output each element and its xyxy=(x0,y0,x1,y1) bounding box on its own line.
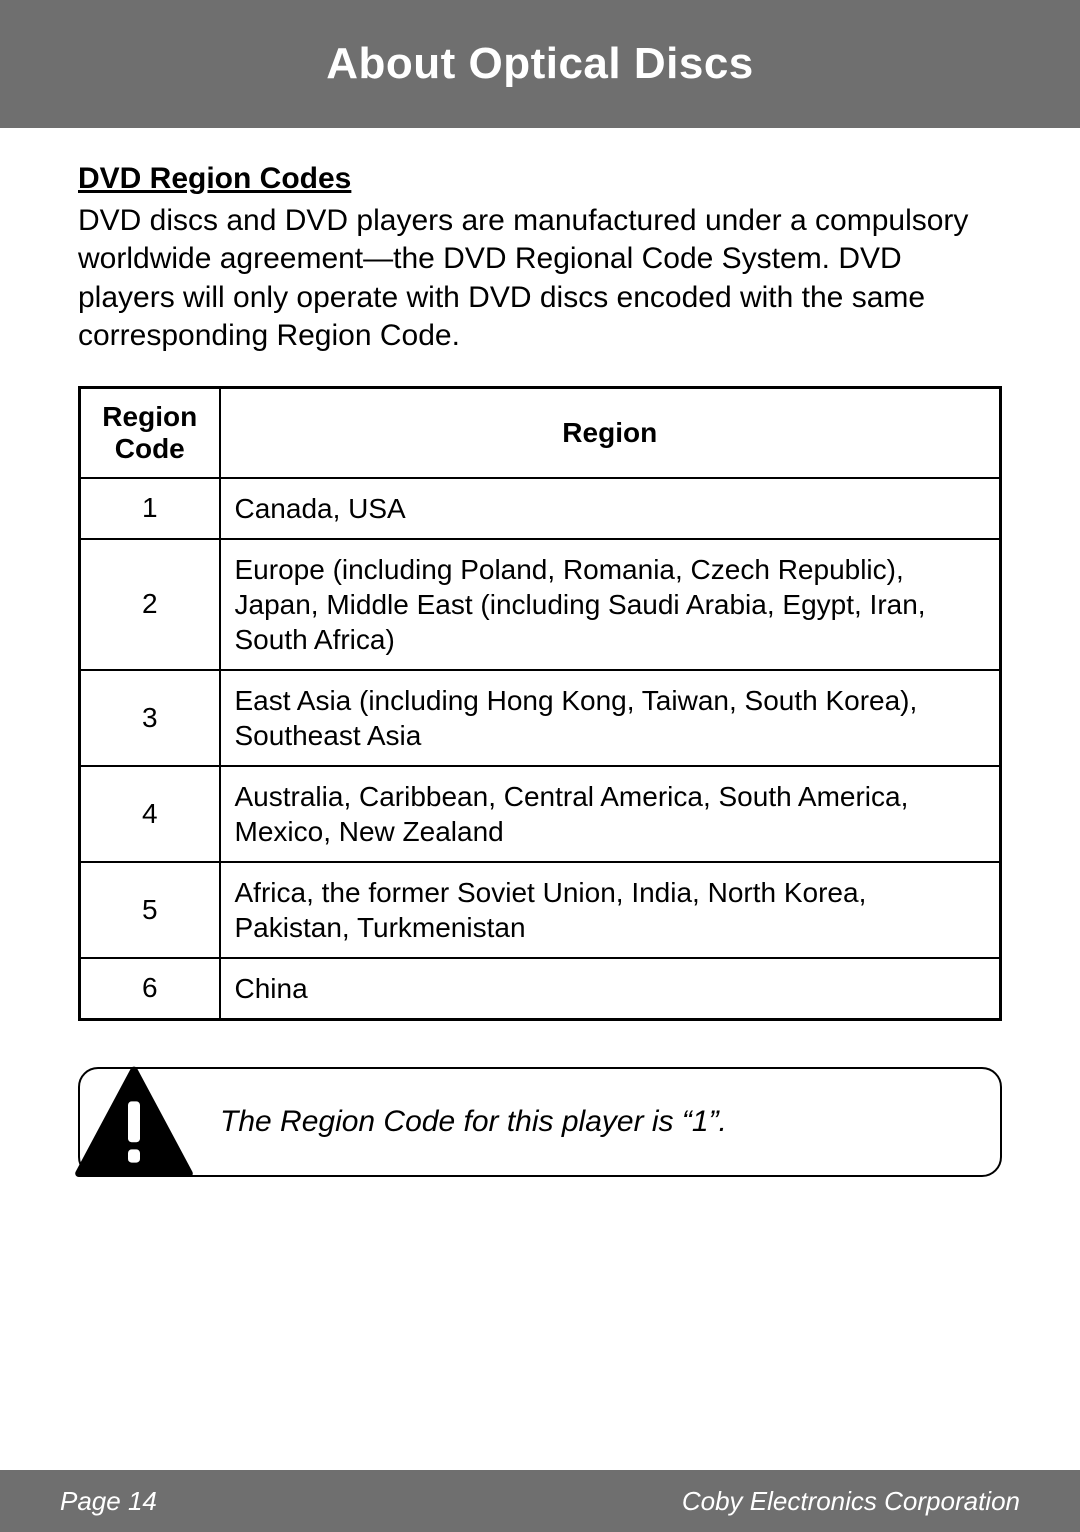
table-row: 5 Africa, the former Soviet Union, India… xyxy=(80,862,1001,958)
table-cell-code: 4 xyxy=(80,766,220,862)
header-bar: About Optical Discs xyxy=(0,0,1080,128)
region-code-table: Region Code Region 1 Canada, USA 2 Europ… xyxy=(78,386,1002,1021)
main-content: DVD Region Codes DVD discs and DVD playe… xyxy=(0,128,1080,1177)
page-title: About Optical Discs xyxy=(326,39,754,89)
table-cell-region: Canada, USA xyxy=(220,478,1001,539)
table-cell-region: Europe (including Poland, Romania, Czech… xyxy=(220,539,1001,670)
table-header-row: Region Code Region xyxy=(80,387,1001,478)
table-header-code: Region Code xyxy=(80,387,220,478)
table-row: 6 China xyxy=(80,958,1001,1020)
footer-company: Coby Electronics Corporation xyxy=(682,1486,1020,1517)
callout-text: The Region Code for this player is “1”. xyxy=(220,1105,727,1139)
table-cell-region: China xyxy=(220,958,1001,1020)
section-heading: DVD Region Codes xyxy=(78,162,1002,196)
warning-icon xyxy=(74,1063,194,1183)
table-row: 4 Australia, Caribbean, Central America,… xyxy=(80,766,1001,862)
section-body: DVD discs and DVD players are manufactur… xyxy=(78,202,1002,356)
table-cell-code: 6 xyxy=(80,958,220,1020)
table-row: 3 East Asia (including Hong Kong, Taiwan… xyxy=(80,670,1001,766)
table-cell-code: 5 xyxy=(80,862,220,958)
table-cell-code: 2 xyxy=(80,539,220,670)
table-cell-region: Australia, Caribbean, Central America, S… xyxy=(220,766,1001,862)
footer-page: Page 14 xyxy=(60,1486,157,1517)
region-code-callout: The Region Code for this player is “1”. xyxy=(78,1067,1002,1177)
table-row: 2 Europe (including Poland, Romania, Cze… xyxy=(80,539,1001,670)
table-header-region: Region xyxy=(220,387,1001,478)
table-cell-region: East Asia (including Hong Kong, Taiwan, … xyxy=(220,670,1001,766)
table-cell-code: 3 xyxy=(80,670,220,766)
table-row: 1 Canada, USA xyxy=(80,478,1001,539)
table-cell-region: Africa, the former Soviet Union, India, … xyxy=(220,862,1001,958)
footer-bar: Page 14 Coby Electronics Corporation xyxy=(0,1470,1080,1532)
table-cell-code: 1 xyxy=(80,478,220,539)
